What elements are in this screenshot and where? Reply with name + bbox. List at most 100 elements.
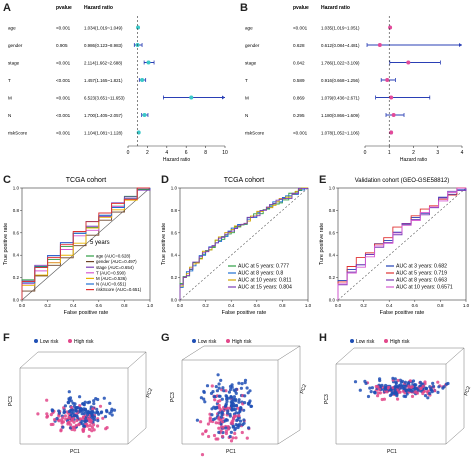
low-risk-point bbox=[108, 401, 112, 405]
low-risk-point bbox=[229, 395, 233, 399]
legend-label: N (AUC=0.651) bbox=[96, 282, 127, 287]
y-axis-label: Ture positive rate bbox=[319, 223, 325, 265]
low-risk-point bbox=[353, 380, 358, 384]
low-risk-point bbox=[221, 386, 225, 390]
low-risk-point bbox=[404, 394, 408, 399]
x-tick-label: 4 bbox=[461, 150, 464, 156]
low-risk-point bbox=[358, 388, 362, 392]
roc-plot-d: TCGA cohort 0.00.0 0.2 0.2 0.4 0.4 0.6 0.6 0.8 0.… bbox=[161, 177, 312, 316]
y-axis-label: PC3 bbox=[324, 394, 330, 404]
low-risk-point bbox=[364, 381, 368, 385]
high-risk-point bbox=[67, 420, 71, 424]
low-risk-point bbox=[394, 380, 398, 384]
y-tick-label: 0.8 bbox=[171, 208, 178, 213]
forest-plot-a: pvalue Hazard ratio age <0.001 1.034(1.019~1… bbox=[8, 5, 228, 163]
low-risk-point bbox=[234, 404, 238, 408]
high-risk-point bbox=[217, 417, 221, 421]
x-tick-label: 0.6 bbox=[412, 303, 419, 308]
high-risk-point bbox=[200, 453, 205, 457]
row-name: stage bbox=[245, 61, 257, 66]
low-risk-point bbox=[217, 394, 221, 398]
high-risk-point bbox=[87, 434, 91, 438]
low-risk-point bbox=[62, 410, 66, 415]
low-risk-point bbox=[202, 397, 206, 401]
low-risk-point bbox=[217, 386, 221, 390]
x-axis-label: Hazard ratio bbox=[163, 157, 190, 163]
low-risk-point bbox=[222, 389, 226, 393]
low-risk-point bbox=[92, 415, 97, 419]
row-pvalue: 0.295 bbox=[293, 113, 305, 118]
row-pvalue: <0.001 bbox=[56, 131, 71, 136]
low-risk-point bbox=[247, 426, 251, 430]
low-risk-point bbox=[231, 424, 236, 429]
row-hazard-ratio: 1.034(1.019~1.049) bbox=[84, 26, 123, 31]
high-risk-point bbox=[436, 380, 440, 384]
row-pvalue: <0.001 bbox=[56, 26, 71, 31]
high-risk-point bbox=[377, 387, 381, 391]
plot-frame bbox=[337, 187, 467, 301]
low-risk-point bbox=[424, 386, 428, 390]
legend-label: AUC at 15 years: 0.804 bbox=[238, 285, 292, 291]
x-axis-label: False positive rate bbox=[380, 310, 425, 316]
y-tick-label: 0.8 bbox=[13, 208, 20, 213]
x-tick-label: 1 bbox=[388, 150, 391, 156]
high-risk-point bbox=[88, 417, 92, 421]
low-risk-point bbox=[82, 424, 86, 428]
low-risk-point bbox=[219, 415, 223, 419]
high-risk-point bbox=[217, 421, 221, 425]
high-risk-point bbox=[36, 412, 40, 416]
low-risk-point bbox=[95, 410, 100, 414]
low-risk-point bbox=[217, 430, 221, 434]
y-axis-label: PC3 bbox=[8, 396, 14, 406]
y-axis-label: True positive rate bbox=[3, 223, 9, 265]
high-risk-point bbox=[212, 433, 217, 438]
low-risk-point bbox=[87, 400, 92, 404]
ci-arrow bbox=[222, 95, 225, 100]
low-risk-point bbox=[199, 396, 203, 400]
y-tick-label: 0.4 bbox=[329, 253, 336, 258]
low-risk-point bbox=[50, 409, 55, 413]
cube-edge bbox=[181, 345, 205, 361]
row-name: M bbox=[245, 96, 249, 101]
panel-a-letter: A bbox=[3, 2, 11, 14]
low-risk-point bbox=[225, 395, 229, 399]
high-risk-point bbox=[397, 390, 401, 394]
low-risk-point bbox=[426, 396, 430, 400]
y-tick-label: 0.6 bbox=[329, 230, 336, 235]
high-risk-point bbox=[240, 430, 244, 435]
high-risk-point bbox=[67, 415, 72, 420]
low-risk-point bbox=[55, 416, 59, 421]
low-risk-point bbox=[236, 425, 240, 430]
high-risk-point bbox=[216, 399, 220, 404]
low-risk-point bbox=[436, 390, 440, 394]
low-risk-point bbox=[105, 408, 109, 413]
header-pvalue: pvalue bbox=[56, 5, 72, 11]
high-risk-point bbox=[77, 422, 81, 426]
low-risk-point bbox=[212, 395, 216, 399]
x-axis-label: PC1 bbox=[226, 449, 236, 455]
row-pvalue: <0.001 bbox=[56, 78, 71, 83]
y-tick-label: 0.4 bbox=[13, 253, 20, 258]
x-tick-label: 3 bbox=[436, 150, 439, 156]
panel-h: H Low risk High risk PC1 PC3 PC2 bbox=[316, 330, 474, 458]
panel-e: E Validation cohort (GEO-GSE58812) 0.0 0.0… bbox=[316, 172, 474, 322]
row-name: N bbox=[245, 113, 248, 118]
low-risk-point bbox=[99, 411, 103, 415]
panel-a: A pvalue Hazard ratio age <0.001 1.034(1.019… bbox=[0, 0, 237, 165]
legend-low-label: Low risk bbox=[198, 339, 217, 345]
high-risk-point bbox=[245, 436, 249, 440]
high-risk-point bbox=[96, 424, 100, 428]
low-risk-point bbox=[91, 410, 95, 414]
high-risk-point bbox=[72, 425, 76, 429]
low-risk-point bbox=[86, 411, 90, 415]
hazard-point bbox=[136, 130, 141, 135]
legend-low-dot bbox=[350, 339, 354, 343]
row-hazard-ratio: 6.523(3.651~11.653) bbox=[84, 96, 125, 101]
x-tick-label: 2 bbox=[412, 150, 415, 156]
x-tick-label: 0.0 bbox=[177, 303, 184, 308]
low-risk-point bbox=[437, 385, 441, 389]
low-risk-point bbox=[399, 380, 403, 384]
hazard-point bbox=[391, 113, 396, 117]
x-tick-label: 0.2 bbox=[202, 303, 209, 308]
high-risk-point bbox=[105, 426, 109, 430]
